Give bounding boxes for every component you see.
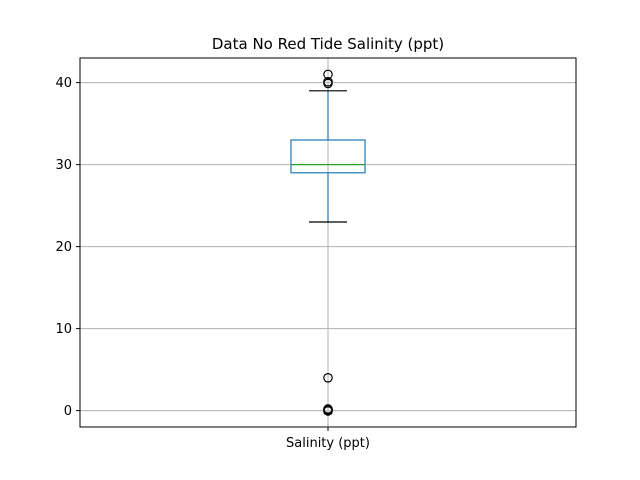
outlier-point xyxy=(323,372,333,383)
y-tick-label: 40 xyxy=(55,76,72,91)
outlier-point xyxy=(323,406,333,416)
y-tick-label: 0 xyxy=(64,404,72,419)
x-axis: Salinity (ppt) xyxy=(286,427,370,451)
y-axis: 0 10 20 30 40 xyxy=(55,76,80,419)
outlier-point xyxy=(323,78,333,89)
iqr-box xyxy=(290,139,366,174)
y-tick-label: 20 xyxy=(55,240,72,255)
y-tick-label: 10 xyxy=(55,322,72,337)
chart-title: Data No Red Tide Salinity (ppt) xyxy=(212,35,444,53)
x-tick-label: Salinity (ppt) xyxy=(286,436,370,451)
box-plot xyxy=(290,69,366,416)
y-tick-label: 30 xyxy=(55,158,72,173)
outlier-point xyxy=(323,69,333,80)
